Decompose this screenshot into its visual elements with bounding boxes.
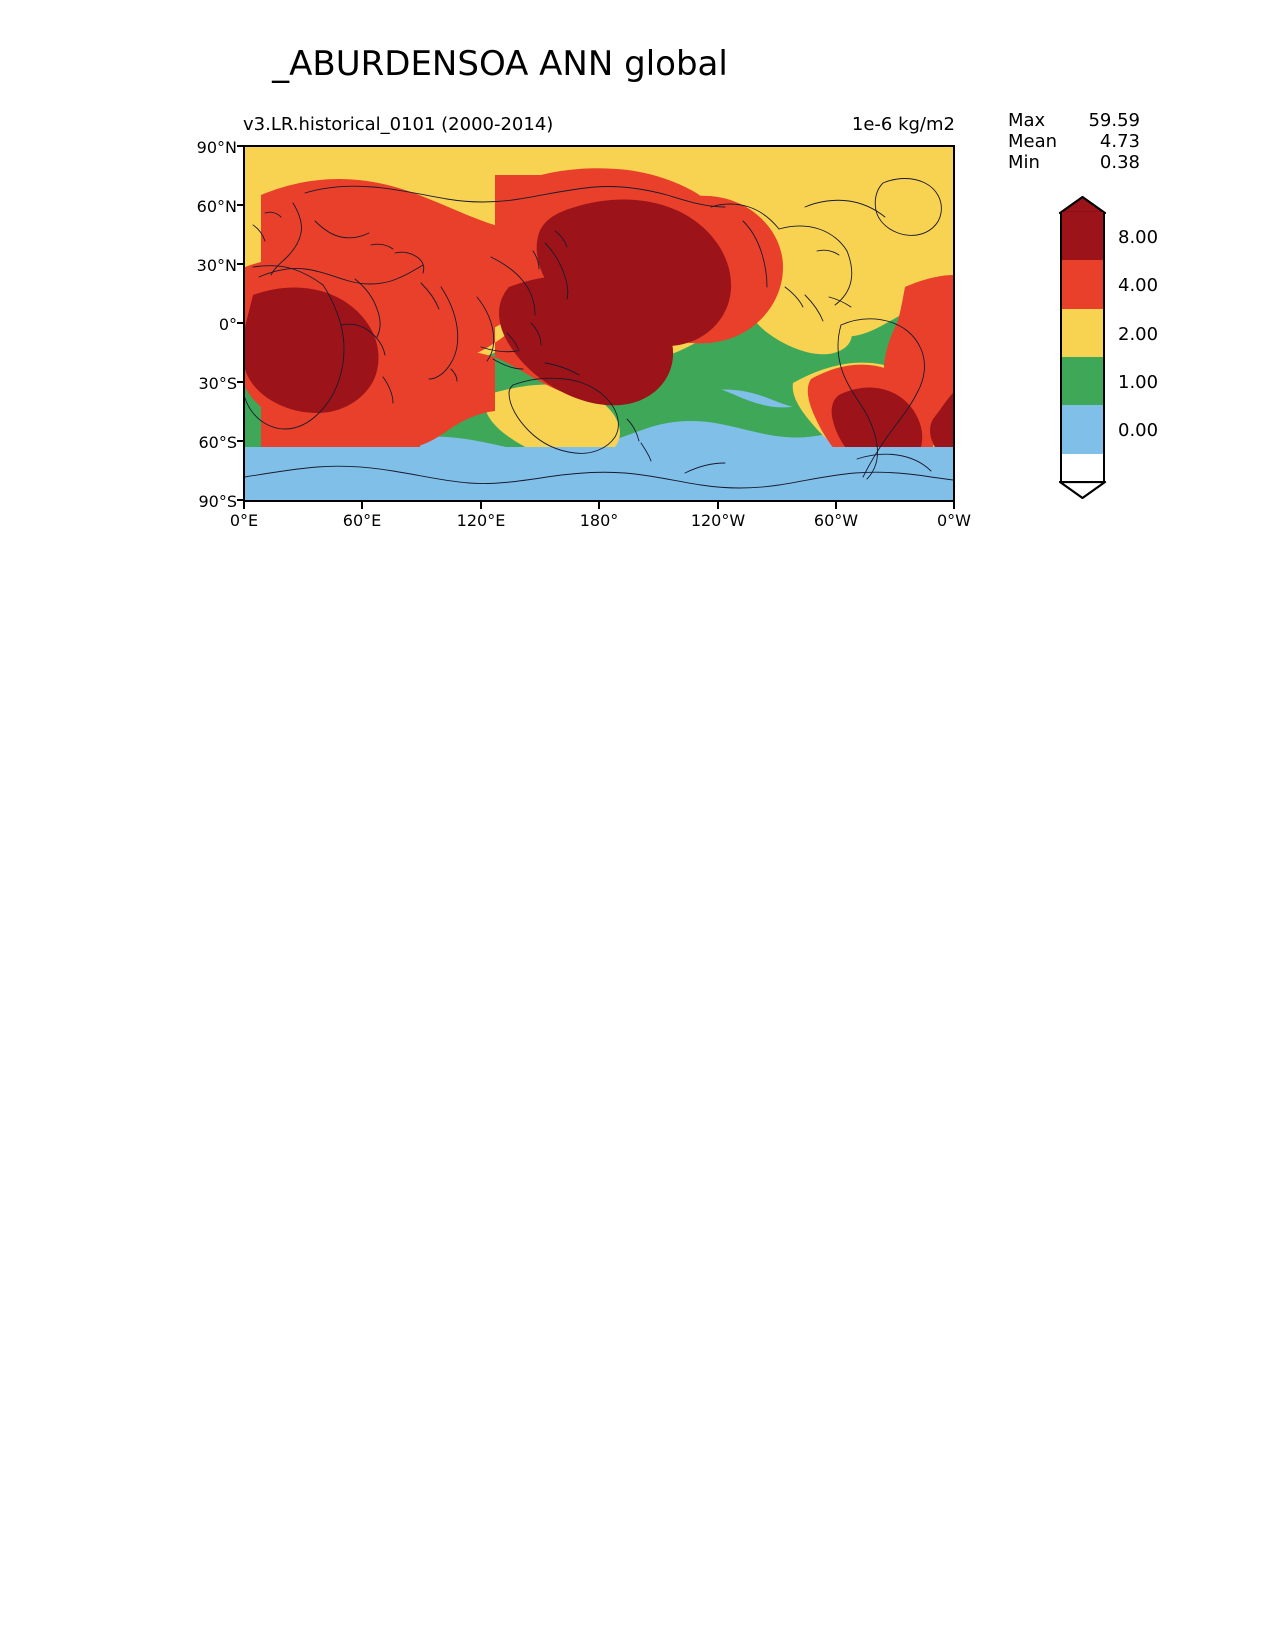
colorbar-band-0-1 xyxy=(1060,405,1105,454)
y-tick-label-90n: 90°N xyxy=(196,138,237,157)
statistics-block: Max 59.59 Mean 4.73 Min 0.38 xyxy=(1008,110,1140,173)
colorbar-band-2-4 xyxy=(1060,309,1105,357)
y-tick-label-60s: 60°S xyxy=(198,433,237,452)
stat-min-label: Min xyxy=(1008,152,1040,173)
y-tick-mark xyxy=(237,145,244,147)
colorbar-label-4: 4.00 xyxy=(1118,275,1159,296)
x-tick-mark xyxy=(953,502,955,509)
stat-row-mean: Mean 4.73 xyxy=(1008,131,1140,152)
y-tick-mark xyxy=(237,322,244,324)
stat-row-min: Min 0.38 xyxy=(1008,152,1140,173)
y-tick-mark xyxy=(237,263,244,265)
colorbar-band-gt8 xyxy=(1060,212,1105,260)
y-tick-label-0: 0° xyxy=(218,315,237,334)
y-tick-mark xyxy=(237,499,244,501)
x-tick-label-60w: 60°W xyxy=(813,511,859,530)
y-tick-label-90s: 90°S xyxy=(198,492,237,511)
x-tick-label-120w: 120°W xyxy=(690,511,746,530)
colorbar xyxy=(1060,212,1105,454)
y-tick-label-30n: 30°N xyxy=(196,256,237,275)
x-tick-mark xyxy=(717,502,719,509)
colorbar-band-below-0 xyxy=(1060,454,1105,482)
y-tick-label-60n: 60°N xyxy=(196,197,237,216)
y-tick-mark xyxy=(237,440,244,442)
colorbar-label-8: 8.00 xyxy=(1118,227,1159,248)
x-tick-label-0w: 0°W xyxy=(937,511,971,530)
figure-title: _ABURDENSOA ANN global xyxy=(272,44,728,84)
stat-mean-label: Mean xyxy=(1008,131,1058,152)
x-tick-mark xyxy=(835,502,837,509)
colorbar-label-0: 0.00 xyxy=(1118,420,1159,441)
y-tick-label-30s: 30°S xyxy=(198,374,237,393)
x-tick-label-120e: 120°E xyxy=(456,511,506,530)
x-tick-mark xyxy=(480,502,482,509)
stat-max-label: Max xyxy=(1008,110,1046,131)
figure-subtitle-left: v3.LR.historical_0101 (2000-2014) xyxy=(243,114,554,135)
figure-units-label: 1e-6 kg/m2 xyxy=(851,114,955,135)
x-tick-mark xyxy=(243,502,245,509)
colorbar-label-2: 2.00 xyxy=(1118,324,1159,345)
x-tick-label-60e: 60°E xyxy=(342,511,382,530)
colorbar-band-1-2 xyxy=(1060,357,1105,405)
contour-field xyxy=(245,147,953,500)
stat-max-value: 59.59 xyxy=(1088,110,1140,131)
colorbar-border xyxy=(1060,212,1105,454)
colorbar-band-4-8 xyxy=(1060,260,1105,309)
stat-mean-value: 4.73 xyxy=(1099,131,1140,152)
x-tick-mark xyxy=(598,502,600,509)
stat-row-max: Max 59.59 xyxy=(1008,110,1140,131)
x-tick-mark xyxy=(361,502,363,509)
x-tick-label-0e: 0°E xyxy=(229,511,259,530)
map-plot-area xyxy=(243,145,955,502)
x-tick-label-180: 180° xyxy=(579,511,619,530)
stat-min-value: 0.38 xyxy=(1099,152,1140,173)
colorbar-label-1: 1.00 xyxy=(1118,372,1159,393)
y-tick-mark xyxy=(237,381,244,383)
y-tick-mark xyxy=(237,204,244,206)
